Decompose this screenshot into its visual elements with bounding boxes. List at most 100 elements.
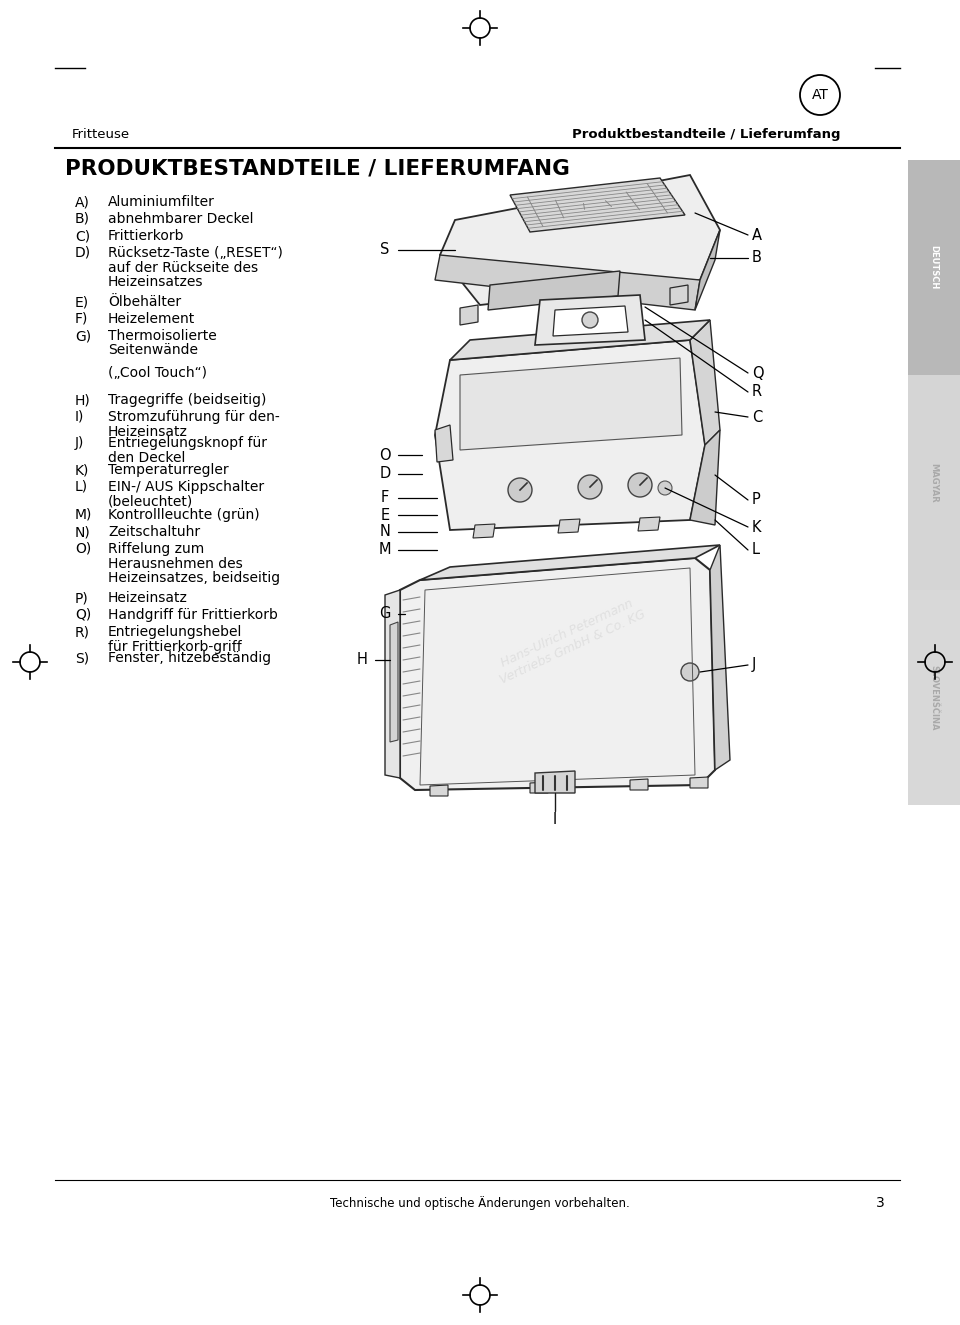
Text: H): H) [75, 394, 91, 407]
Text: B: B [752, 250, 762, 265]
Text: M: M [379, 542, 392, 558]
Bar [908, 160, 960, 375]
Text: Frittierkorb: Frittierkorb [108, 229, 184, 242]
Text: auf der Rückseite des: auf der Rückseite des [108, 261, 258, 274]
Text: Fenster, hitzebeständig: Fenster, hitzebeständig [108, 651, 271, 665]
Text: MAGYAR: MAGYAR [929, 462, 939, 502]
Text: Riffelung zum: Riffelung zum [108, 542, 204, 556]
Text: Heizeinsatz: Heizeinsatz [108, 591, 188, 606]
Polygon shape [558, 519, 580, 533]
Polygon shape [435, 341, 705, 530]
Text: Thermoisolierte: Thermoisolierte [108, 329, 217, 343]
Text: L: L [752, 542, 760, 558]
Text: SLOVENŠČINA: SLOVENŠČINA [929, 665, 939, 730]
Polygon shape [535, 771, 575, 792]
Text: für Frittierkorb­griff: für Frittierkorb­griff [108, 640, 242, 653]
Text: Entriegelungshebel: Entriegelungshebel [108, 625, 242, 639]
Polygon shape [460, 305, 478, 325]
Text: K): K) [75, 462, 89, 477]
Circle shape [508, 478, 532, 502]
Text: N: N [379, 525, 391, 539]
Polygon shape [630, 779, 648, 790]
Text: R: R [752, 384, 762, 400]
Text: C): C) [75, 229, 90, 242]
Text: C: C [752, 409, 762, 424]
Text: Aluminiumfilter: Aluminiumfilter [108, 195, 215, 209]
Polygon shape [535, 295, 645, 344]
Text: D): D) [75, 246, 91, 260]
Circle shape [582, 311, 598, 329]
Text: S): S) [75, 651, 89, 665]
Text: N): N) [75, 525, 91, 539]
Text: Technische und optische Änderungen vorbehalten.: Technische und optische Änderungen vorbe… [330, 1196, 630, 1210]
Text: G: G [379, 607, 391, 621]
Circle shape [658, 481, 672, 496]
Text: Hans-Ulrich Petermann
Vertriebs GmbH & Co. KG: Hans-Ulrich Petermann Vertriebs GmbH & C… [492, 594, 648, 686]
Text: O: O [379, 448, 391, 462]
Polygon shape [460, 358, 682, 450]
Text: Fritteuse: Fritteuse [72, 129, 131, 140]
Text: S: S [380, 242, 390, 257]
Text: A: A [752, 228, 762, 242]
Text: E: E [380, 507, 390, 522]
Text: O): O) [75, 542, 91, 556]
Text: Zeitschaltuhr: Zeitschaltuhr [108, 525, 200, 539]
Text: Kontrollleuchte (grün): Kontrollleuchte (grün) [108, 507, 259, 522]
Text: E): E) [75, 295, 89, 309]
Text: 3: 3 [876, 1196, 885, 1210]
Text: K: K [752, 519, 761, 534]
Circle shape [681, 662, 699, 681]
Polygon shape [488, 272, 620, 310]
Text: Seitenwände: Seitenwände [108, 343, 198, 358]
Circle shape [800, 76, 840, 115]
Text: Q: Q [752, 366, 763, 380]
Polygon shape [510, 178, 685, 232]
Text: Heizelement: Heizelement [108, 311, 195, 326]
Text: Stromzuführung für den-: Stromzuführung für den- [108, 409, 279, 424]
Text: Q): Q) [75, 608, 91, 621]
Text: D: D [379, 466, 391, 481]
Polygon shape [690, 431, 720, 525]
Text: PRODUKTBESTANDTEILE / LIEFERUMFANG: PRODUKTBESTANDTEILE / LIEFERUMFANG [65, 158, 570, 178]
Text: G): G) [75, 329, 91, 343]
Polygon shape [385, 590, 400, 778]
Text: abnehmbarer Deckel: abnehmbarer Deckel [108, 212, 253, 227]
Text: P: P [752, 493, 760, 507]
Text: J: J [752, 657, 756, 673]
Text: AT: AT [811, 87, 828, 102]
Text: R): R) [75, 625, 90, 639]
Text: Heizeinsatz: Heizeinsatz [108, 424, 188, 439]
Text: F: F [381, 490, 389, 506]
Text: („Cool Touch“): („Cool Touch“) [108, 366, 207, 380]
Polygon shape [690, 776, 708, 788]
Polygon shape [553, 306, 628, 337]
Polygon shape [638, 517, 660, 531]
Text: I: I [553, 812, 557, 828]
Text: B): B) [75, 212, 90, 227]
Text: Heizeinsatzes, beidseitig: Heizeinsatzes, beidseitig [108, 571, 280, 586]
Text: Temperaturregler: Temperaturregler [108, 462, 228, 477]
Text: DEUTSCH: DEUTSCH [929, 245, 939, 290]
Text: Ölbehälter: Ölbehälter [108, 295, 181, 309]
Text: P): P) [75, 591, 88, 606]
Text: Produktbestandteile / Lieferumfang: Produktbestandteile / Lieferumfang [571, 129, 840, 140]
Polygon shape [530, 782, 548, 792]
Polygon shape [450, 321, 710, 360]
Text: Tragegriffe (beidseitig): Tragegriffe (beidseitig) [108, 394, 266, 407]
Bar [908, 590, 960, 806]
Text: Rücksetz-Taste („RESET“): Rücksetz-Taste („RESET“) [108, 246, 283, 260]
Polygon shape [440, 175, 720, 305]
Polygon shape [435, 254, 700, 310]
Polygon shape [690, 321, 720, 445]
Text: Handgriff für Frittierkorb: Handgriff für Frittierkorb [108, 608, 277, 621]
Text: den Deckel: den Deckel [108, 451, 185, 465]
Circle shape [628, 473, 652, 497]
Circle shape [578, 474, 602, 500]
Polygon shape [473, 523, 495, 538]
Text: M): M) [75, 507, 92, 522]
Polygon shape [670, 285, 688, 305]
Text: J): J) [75, 436, 84, 450]
Polygon shape [420, 545, 720, 580]
Text: (beleuchtet): (beleuchtet) [108, 494, 193, 509]
Text: I): I) [75, 409, 84, 424]
